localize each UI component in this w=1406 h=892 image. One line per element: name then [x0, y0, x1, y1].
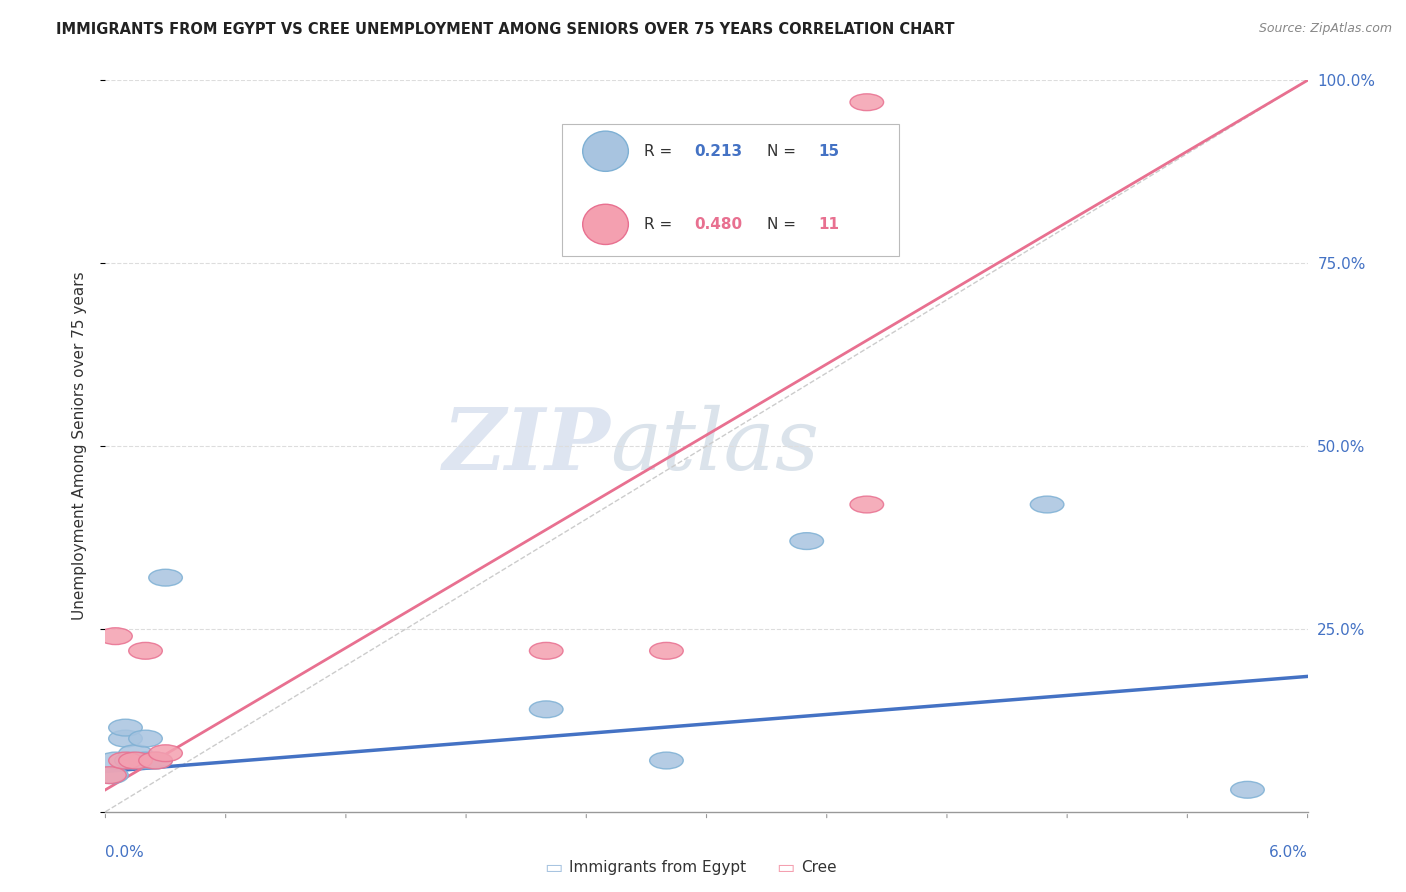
Ellipse shape: [108, 731, 142, 747]
Text: atlas: atlas: [610, 405, 820, 487]
Ellipse shape: [129, 731, 162, 747]
Ellipse shape: [139, 752, 173, 769]
Text: ▭: ▭: [544, 857, 562, 877]
Ellipse shape: [790, 533, 824, 549]
Ellipse shape: [98, 628, 132, 645]
Ellipse shape: [149, 569, 183, 586]
Ellipse shape: [650, 752, 683, 769]
Ellipse shape: [530, 701, 562, 718]
Ellipse shape: [129, 752, 162, 769]
Text: ZIP: ZIP: [443, 404, 610, 488]
Text: 0.480: 0.480: [695, 217, 742, 232]
Text: Immigrants from Egypt: Immigrants from Egypt: [569, 860, 747, 874]
Ellipse shape: [139, 752, 173, 769]
Text: Source: ZipAtlas.com: Source: ZipAtlas.com: [1258, 22, 1392, 36]
Ellipse shape: [851, 496, 883, 513]
Ellipse shape: [851, 94, 883, 111]
Ellipse shape: [118, 745, 152, 762]
Text: IMMIGRANTS FROM EGYPT VS CREE UNEMPLOYMENT AMONG SENIORS OVER 75 YEARS CORRELATI: IMMIGRANTS FROM EGYPT VS CREE UNEMPLOYME…: [56, 22, 955, 37]
Ellipse shape: [108, 752, 142, 769]
Text: ▭: ▭: [776, 857, 794, 877]
Ellipse shape: [115, 752, 148, 769]
Text: Cree: Cree: [801, 860, 837, 874]
Text: N =: N =: [766, 144, 800, 159]
Ellipse shape: [93, 767, 127, 783]
Text: N =: N =: [766, 217, 800, 232]
Text: 11: 11: [818, 217, 839, 232]
Ellipse shape: [650, 642, 683, 659]
Ellipse shape: [1031, 496, 1064, 513]
Y-axis label: Unemployment Among Seniors over 75 years: Unemployment Among Seniors over 75 years: [72, 272, 87, 620]
Ellipse shape: [98, 752, 132, 769]
Ellipse shape: [530, 642, 562, 659]
Text: 0.0%: 0.0%: [105, 845, 145, 860]
Ellipse shape: [108, 719, 142, 736]
Ellipse shape: [149, 745, 183, 762]
Ellipse shape: [582, 131, 628, 171]
Ellipse shape: [582, 204, 628, 244]
Ellipse shape: [1230, 781, 1264, 798]
Text: R =: R =: [644, 144, 678, 159]
Ellipse shape: [129, 642, 162, 659]
Ellipse shape: [118, 752, 152, 769]
Text: 6.0%: 6.0%: [1268, 845, 1308, 860]
Text: 0.213: 0.213: [695, 144, 742, 159]
Text: 15: 15: [818, 144, 839, 159]
Text: R =: R =: [644, 217, 678, 232]
FancyBboxPatch shape: [562, 124, 898, 256]
Ellipse shape: [94, 767, 128, 783]
